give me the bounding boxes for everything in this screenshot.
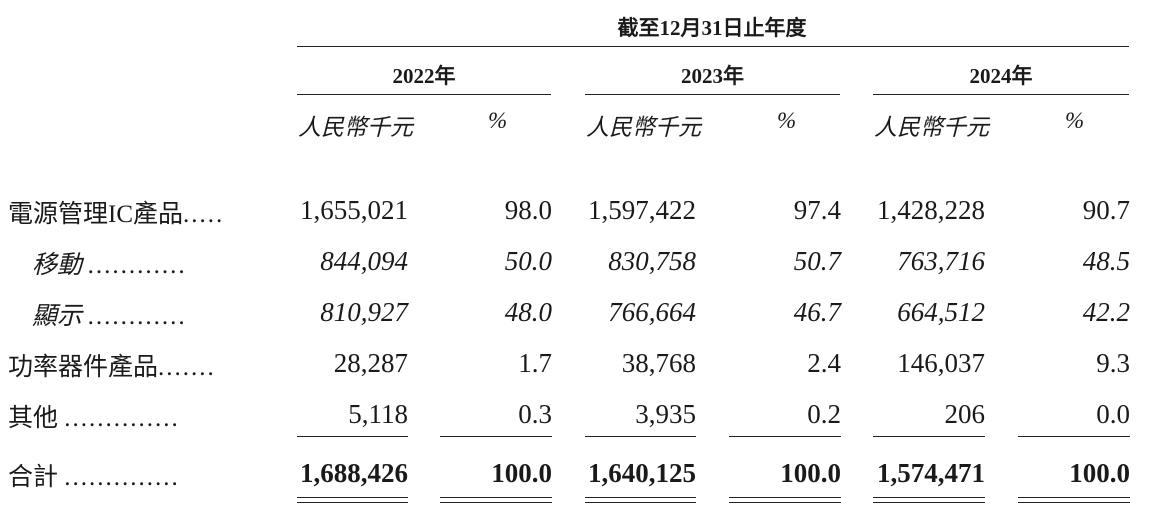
total-rule: [440, 502, 552, 503]
header-rule: [297, 46, 1129, 47]
cell: 5,118: [348, 399, 408, 429]
total-rule: [585, 502, 696, 503]
unit-pct-2022: %: [488, 108, 508, 133]
cell: 28,287: [333, 348, 408, 378]
total-rule: [873, 502, 985, 503]
cell: 100.0: [1069, 458, 1130, 488]
year-2022: 2022年: [392, 64, 456, 88]
cell: 0.0: [1096, 399, 1130, 429]
cell: 100.0: [491, 458, 552, 488]
unit-amount-2024: 人民幣千元: [874, 115, 989, 140]
cell: 1,574,471: [877, 458, 985, 488]
cell: 206: [944, 399, 986, 429]
cell: 1,640,125: [588, 458, 696, 488]
cell: 2.4: [807, 348, 841, 378]
period-header: 截至12月31日止年度: [617, 16, 807, 40]
cell: 46.7: [793, 297, 841, 327]
subtotal-rule: [873, 436, 985, 437]
subtotal-rule: [585, 436, 696, 437]
cell: 1.7: [518, 348, 552, 378]
cell: 0.3: [518, 399, 552, 429]
unit-amount-2022: 人民幣千元: [298, 115, 413, 140]
cell: 810,927: [320, 297, 408, 327]
cell: 98.0: [504, 195, 552, 225]
cell: 1,428,228: [877, 195, 985, 225]
cell: 763,716: [897, 246, 985, 276]
cell: 48.0: [504, 297, 552, 327]
cell: 1,655,021: [300, 195, 408, 225]
cell: 3,935: [635, 399, 696, 429]
year-rule-2022: [297, 94, 551, 95]
total-rule: [729, 502, 841, 503]
subtotal-rule: [297, 436, 408, 437]
cell: 38,768: [621, 348, 696, 378]
cell: 9.3: [1096, 348, 1130, 378]
year-rule-2024: [873, 94, 1129, 95]
total-rule: [585, 497, 696, 498]
row-label-total: 合計 ..............: [8, 464, 180, 491]
cell: 844,094: [320, 246, 408, 276]
cell: 766,664: [608, 297, 696, 327]
row-label-power-ic: 電源管理IC產品.....: [8, 201, 225, 228]
cell: 1,688,426: [300, 458, 408, 488]
row-label-power-device: 功率器件產品.......: [8, 354, 216, 381]
year-2023: 2023年: [681, 64, 744, 88]
total-rule: [297, 502, 408, 503]
year-rule-2023: [585, 94, 840, 95]
total-rule: [729, 497, 841, 498]
cell: 664,512: [897, 297, 985, 327]
total-rule: [440, 497, 552, 498]
cell: 42.2: [1082, 297, 1130, 327]
cell: 100.0: [780, 458, 841, 488]
cell: 50.0: [504, 246, 552, 276]
unit-amount-2023: 人民幣千元: [586, 115, 701, 140]
total-rule: [1018, 502, 1130, 503]
row-label-others: 其他 ..............: [8, 405, 180, 432]
cell: 48.5: [1082, 246, 1130, 276]
total-rule: [297, 497, 408, 498]
year-2024: 2024年: [969, 64, 1033, 88]
cell: 0.2: [807, 399, 841, 429]
row-label-display: 顯示 ............: [32, 303, 188, 330]
unit-pct-2023: %: [777, 108, 797, 133]
subtotal-rule: [729, 436, 841, 437]
total-rule: [873, 497, 985, 498]
subtotal-rule: [1018, 436, 1130, 437]
subtotal-rule: [440, 436, 552, 437]
cell: 97.4: [793, 195, 841, 225]
cell: 146,037: [897, 348, 985, 378]
total-rule: [1018, 497, 1130, 498]
cell: 1,597,422: [588, 195, 696, 225]
cell: 830,758: [608, 246, 696, 276]
cell: 50.7: [793, 246, 841, 276]
unit-pct-2024: %: [1065, 108, 1085, 133]
row-label-mobile: 移動 ............: [32, 252, 188, 279]
cell: 90.7: [1082, 195, 1130, 225]
